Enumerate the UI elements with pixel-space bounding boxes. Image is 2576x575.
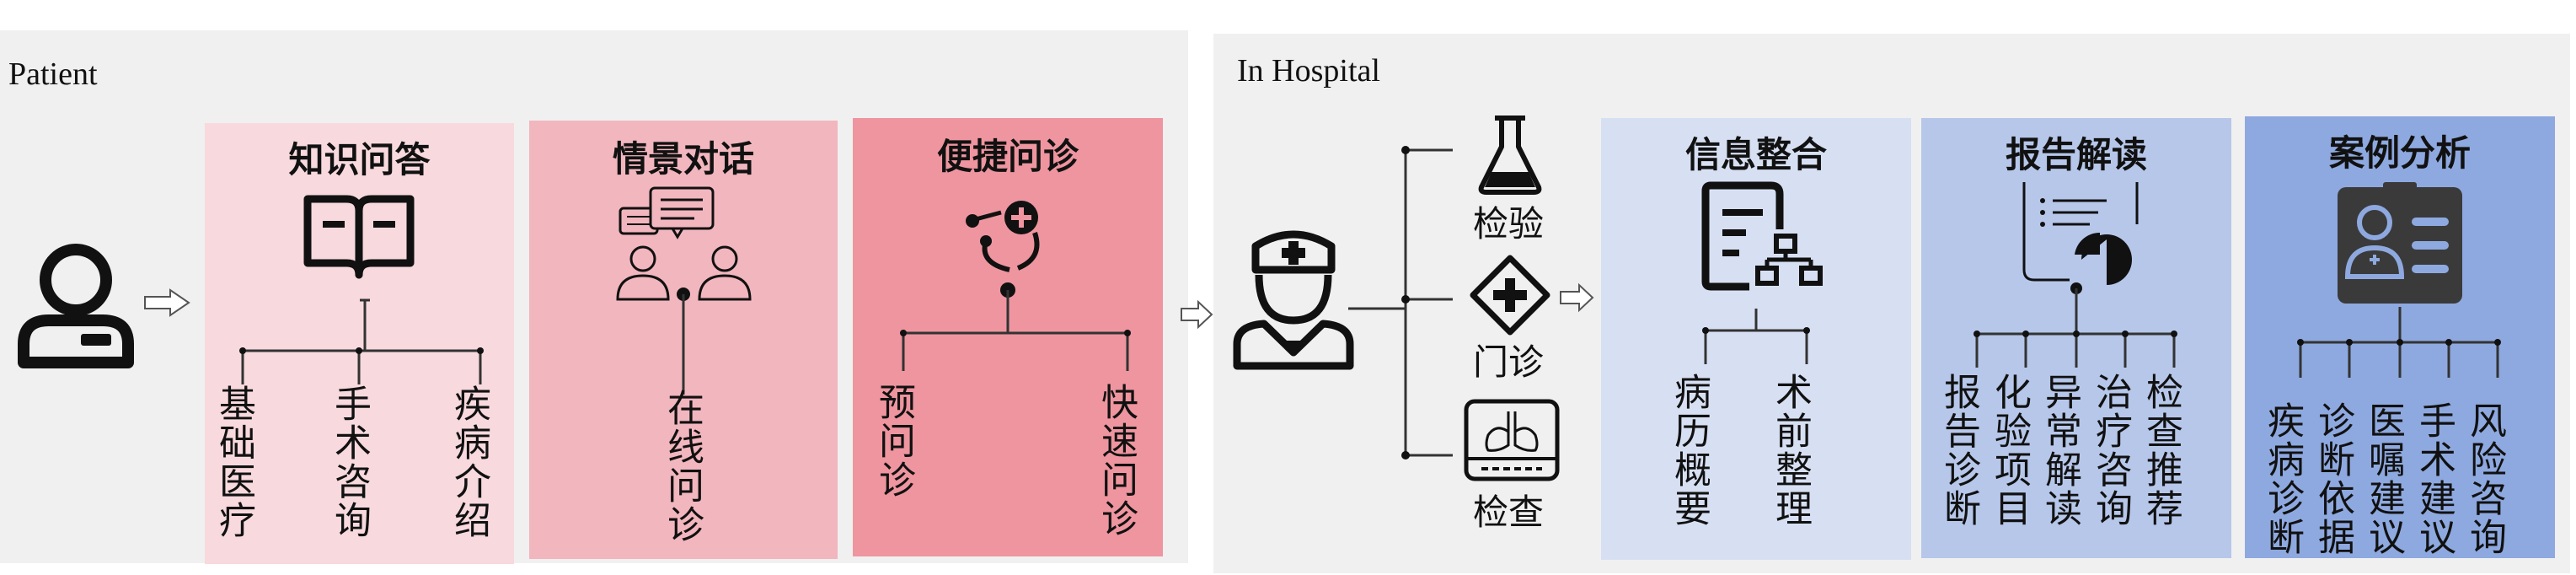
item-label: 病历概要 — [1668, 373, 1711, 528]
tree-connector — [1974, 282, 2177, 368]
item-label: 异常解读 — [2038, 373, 2081, 528]
item-label: 术前整理 — [1769, 373, 1812, 528]
panel-title: 案例分析 — [2328, 132, 2471, 174]
item-label: 预问诊 — [872, 383, 915, 499]
panel-scenario-dialogue: 情景对话 在线问诊 — [529, 121, 838, 559]
branch-label-exam: 检查 — [1473, 492, 1545, 533]
panel-quick-consult: 便捷问诊 预问诊 快速问诊 — [853, 118, 1163, 556]
clinic-icon — [1470, 255, 1550, 336]
panel-case-analysis: 案例分析 疾病诊断 诊断依据 医嘱建议 手术建议 风险咨询 — [2245, 116, 2555, 558]
branch-label-lab: 检验 — [1473, 203, 1545, 245]
info-icon — [1701, 181, 1823, 291]
dialogue-icon — [616, 186, 752, 301]
arrow-right-icon — [1560, 282, 1594, 313]
tree-connector — [1702, 309, 1810, 364]
panel-knowledge-qa: 知识问答 基础医疗 手术咨询 疾病介绍 — [205, 123, 514, 564]
tree-connector — [900, 282, 1131, 371]
item-label: 快速问诊 — [1095, 383, 1138, 538]
item-label: 基础医疗 — [212, 384, 255, 540]
doctor-icon — [1233, 230, 1354, 370]
branch-label-clinic: 门诊 — [1473, 341, 1545, 383]
arrow-right-icon — [144, 288, 190, 317]
tree-connector — [677, 288, 690, 395]
item-label: 医嘱建议 — [2362, 401, 2405, 556]
consult-icon — [966, 201, 1040, 272]
panel-info-integration: 信息整合 病历概要 术前整理 — [1601, 118, 1911, 560]
branch-connector — [1348, 146, 1453, 459]
panel-title: 信息整合 — [1684, 134, 1827, 175]
patient-section-title: Patient — [8, 56, 98, 92]
panel-title: 情景对话 — [612, 138, 754, 180]
panel-title: 报告解读 — [2005, 134, 2147, 175]
item-label: 化验项目 — [1988, 373, 2031, 528]
panel-title: 便捷问诊 — [936, 136, 1079, 177]
item-label: 手术咨询 — [328, 384, 371, 540]
tree-connector — [2297, 307, 2501, 378]
lungs-icon — [1464, 399, 1560, 481]
item-label: 诊断依据 — [2311, 401, 2354, 556]
item-label: 报告诊断 — [1937, 373, 1980, 528]
book-icon — [303, 195, 415, 279]
item-label: 检查推荐 — [2140, 373, 2182, 528]
hospital-section-title: In Hospital — [1237, 53, 1380, 89]
arrow-right-icon — [1181, 299, 1213, 330]
flask-icon — [1478, 116, 1542, 195]
item-label: 手术建议 — [2413, 401, 2456, 556]
report-icon — [2022, 182, 2139, 285]
item-label: 疾病诊断 — [2261, 401, 2304, 556]
item-label: 疾病介绍 — [447, 384, 490, 540]
person-icon — [18, 244, 134, 368]
item-label: 在线问诊 — [661, 389, 704, 544]
item-label: 风险咨询 — [2463, 401, 2506, 556]
panel-report-interpretation: 报告解读 报告诊断 化验项目 异常解读 治疗咨询 检查推荐 — [1921, 118, 2231, 558]
panel-title: 知识问答 — [288, 139, 431, 180]
case-icon — [2338, 182, 2462, 304]
tree-connector — [239, 298, 484, 384]
item-label: 治疗咨询 — [2089, 373, 2132, 528]
